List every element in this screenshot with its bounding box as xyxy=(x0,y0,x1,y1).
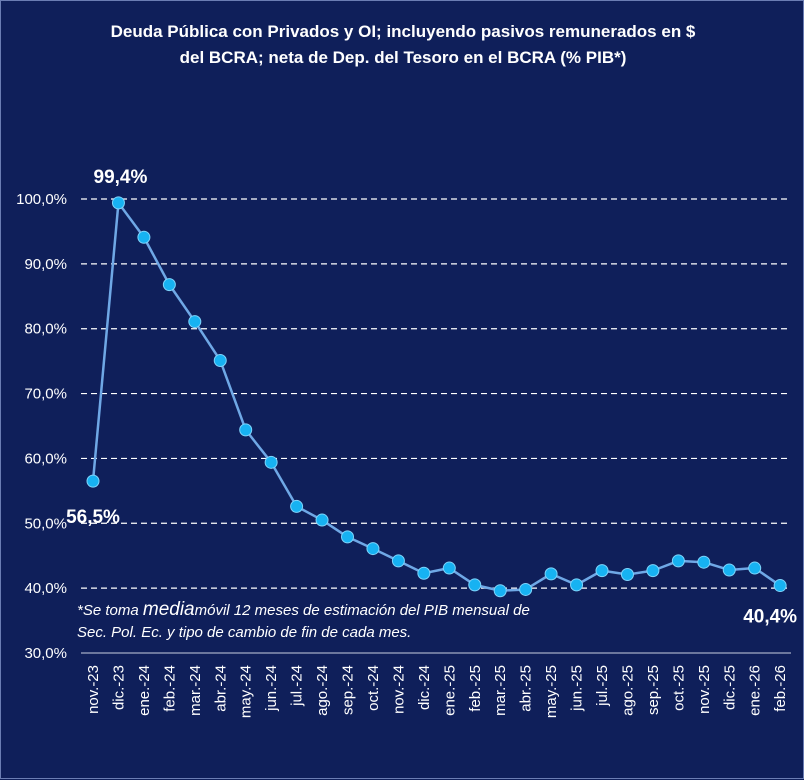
data-point xyxy=(570,578,584,592)
data-point xyxy=(773,579,787,593)
data-point xyxy=(239,423,253,437)
x-tick-label: may.-25 xyxy=(543,665,560,718)
data-label: 99,4% xyxy=(94,167,148,188)
footnote: *Se toma mediamóvil 12 meses de estimaci… xyxy=(77,599,607,644)
data-point xyxy=(213,353,227,367)
data-point xyxy=(86,474,100,488)
y-tick-label: 90,0% xyxy=(24,256,67,273)
y-tick-label: 30,0% xyxy=(24,645,67,662)
x-tick-label: ago.-25 xyxy=(619,665,636,716)
x-tick-label: jul.-24 xyxy=(289,665,306,707)
data-point xyxy=(493,584,507,598)
data-point xyxy=(595,564,609,578)
y-tick-label: 40,0% xyxy=(24,580,67,597)
x-tick-label: sep.-24 xyxy=(340,665,357,715)
data-label: 56,5% xyxy=(66,507,120,528)
y-tick-label: 50,0% xyxy=(24,515,67,532)
x-tick-label: jun.-25 xyxy=(569,665,586,712)
data-point xyxy=(111,196,125,210)
data-point xyxy=(468,578,482,592)
data-point xyxy=(519,582,533,596)
data-point xyxy=(417,566,431,580)
x-tick-label: ene.-26 xyxy=(747,665,764,716)
x-tick-label: nov.-23 xyxy=(85,665,102,714)
x-tick-label: may.-24 xyxy=(238,665,255,718)
data-point xyxy=(722,563,736,577)
data-point xyxy=(646,564,660,578)
data-point xyxy=(137,230,151,244)
y-tick-label: 80,0% xyxy=(24,321,67,338)
data-point xyxy=(391,554,405,568)
data-point xyxy=(162,278,176,292)
data-point xyxy=(264,455,278,469)
x-tick-label: mar.-25 xyxy=(492,665,509,716)
data-point xyxy=(290,499,304,513)
footnote-text-1: *Se toma xyxy=(77,602,143,619)
x-tick-label: dic.-24 xyxy=(416,665,433,710)
x-tick-label: feb.-24 xyxy=(161,665,178,712)
x-tick-label: sep.-25 xyxy=(645,665,662,715)
data-point xyxy=(366,542,380,556)
x-tick-label: abr.-24 xyxy=(212,665,229,712)
x-tick-label: ene.-25 xyxy=(441,665,458,716)
series-line xyxy=(91,201,781,592)
x-tick-label: dic.-25 xyxy=(721,665,738,710)
data-point xyxy=(620,568,634,582)
x-tick-label: oct.-25 xyxy=(670,665,687,711)
footnote-text-3: móvil 12 meses de estimación del PIB men… xyxy=(194,602,530,619)
x-tick-label: jun.-24 xyxy=(263,665,280,712)
x-tick-label: feb.-25 xyxy=(467,665,484,712)
data-point xyxy=(671,554,685,568)
chart-title: Deuda Pública con Privados y OI; incluye… xyxy=(110,22,696,67)
y-tick-label: 70,0% xyxy=(24,386,67,403)
x-tick-label: nov.-25 xyxy=(696,665,713,714)
data-point xyxy=(697,555,711,569)
x-tick-label: feb.-26 xyxy=(772,665,789,712)
data-point xyxy=(341,530,354,544)
x-tick-label: ene.-24 xyxy=(136,665,153,716)
x-tick-label: ago.-24 xyxy=(314,665,331,716)
data-point xyxy=(442,561,456,575)
data-point xyxy=(188,315,202,329)
data-point xyxy=(544,567,558,581)
footnote-text-4: Sec. Pol. Ec. y tipo de cambio de fin de… xyxy=(77,624,412,641)
data-label: 40,4% xyxy=(743,607,797,628)
y-tick-label: 100,0% xyxy=(16,191,67,208)
data-point xyxy=(748,561,762,575)
x-tick-label: oct.-24 xyxy=(365,665,382,711)
footnote-text-2: media xyxy=(142,599,195,620)
x-tick-label: mar.-24 xyxy=(187,665,204,716)
y-tick-label: 60,0% xyxy=(24,450,67,467)
x-tick-label: dic.-23 xyxy=(110,665,127,710)
x-tick-label: jul.-25 xyxy=(594,665,611,707)
x-tick-label: nov.-24 xyxy=(390,665,407,714)
data-point xyxy=(315,513,329,527)
x-tick-label: abr.-25 xyxy=(518,665,535,712)
